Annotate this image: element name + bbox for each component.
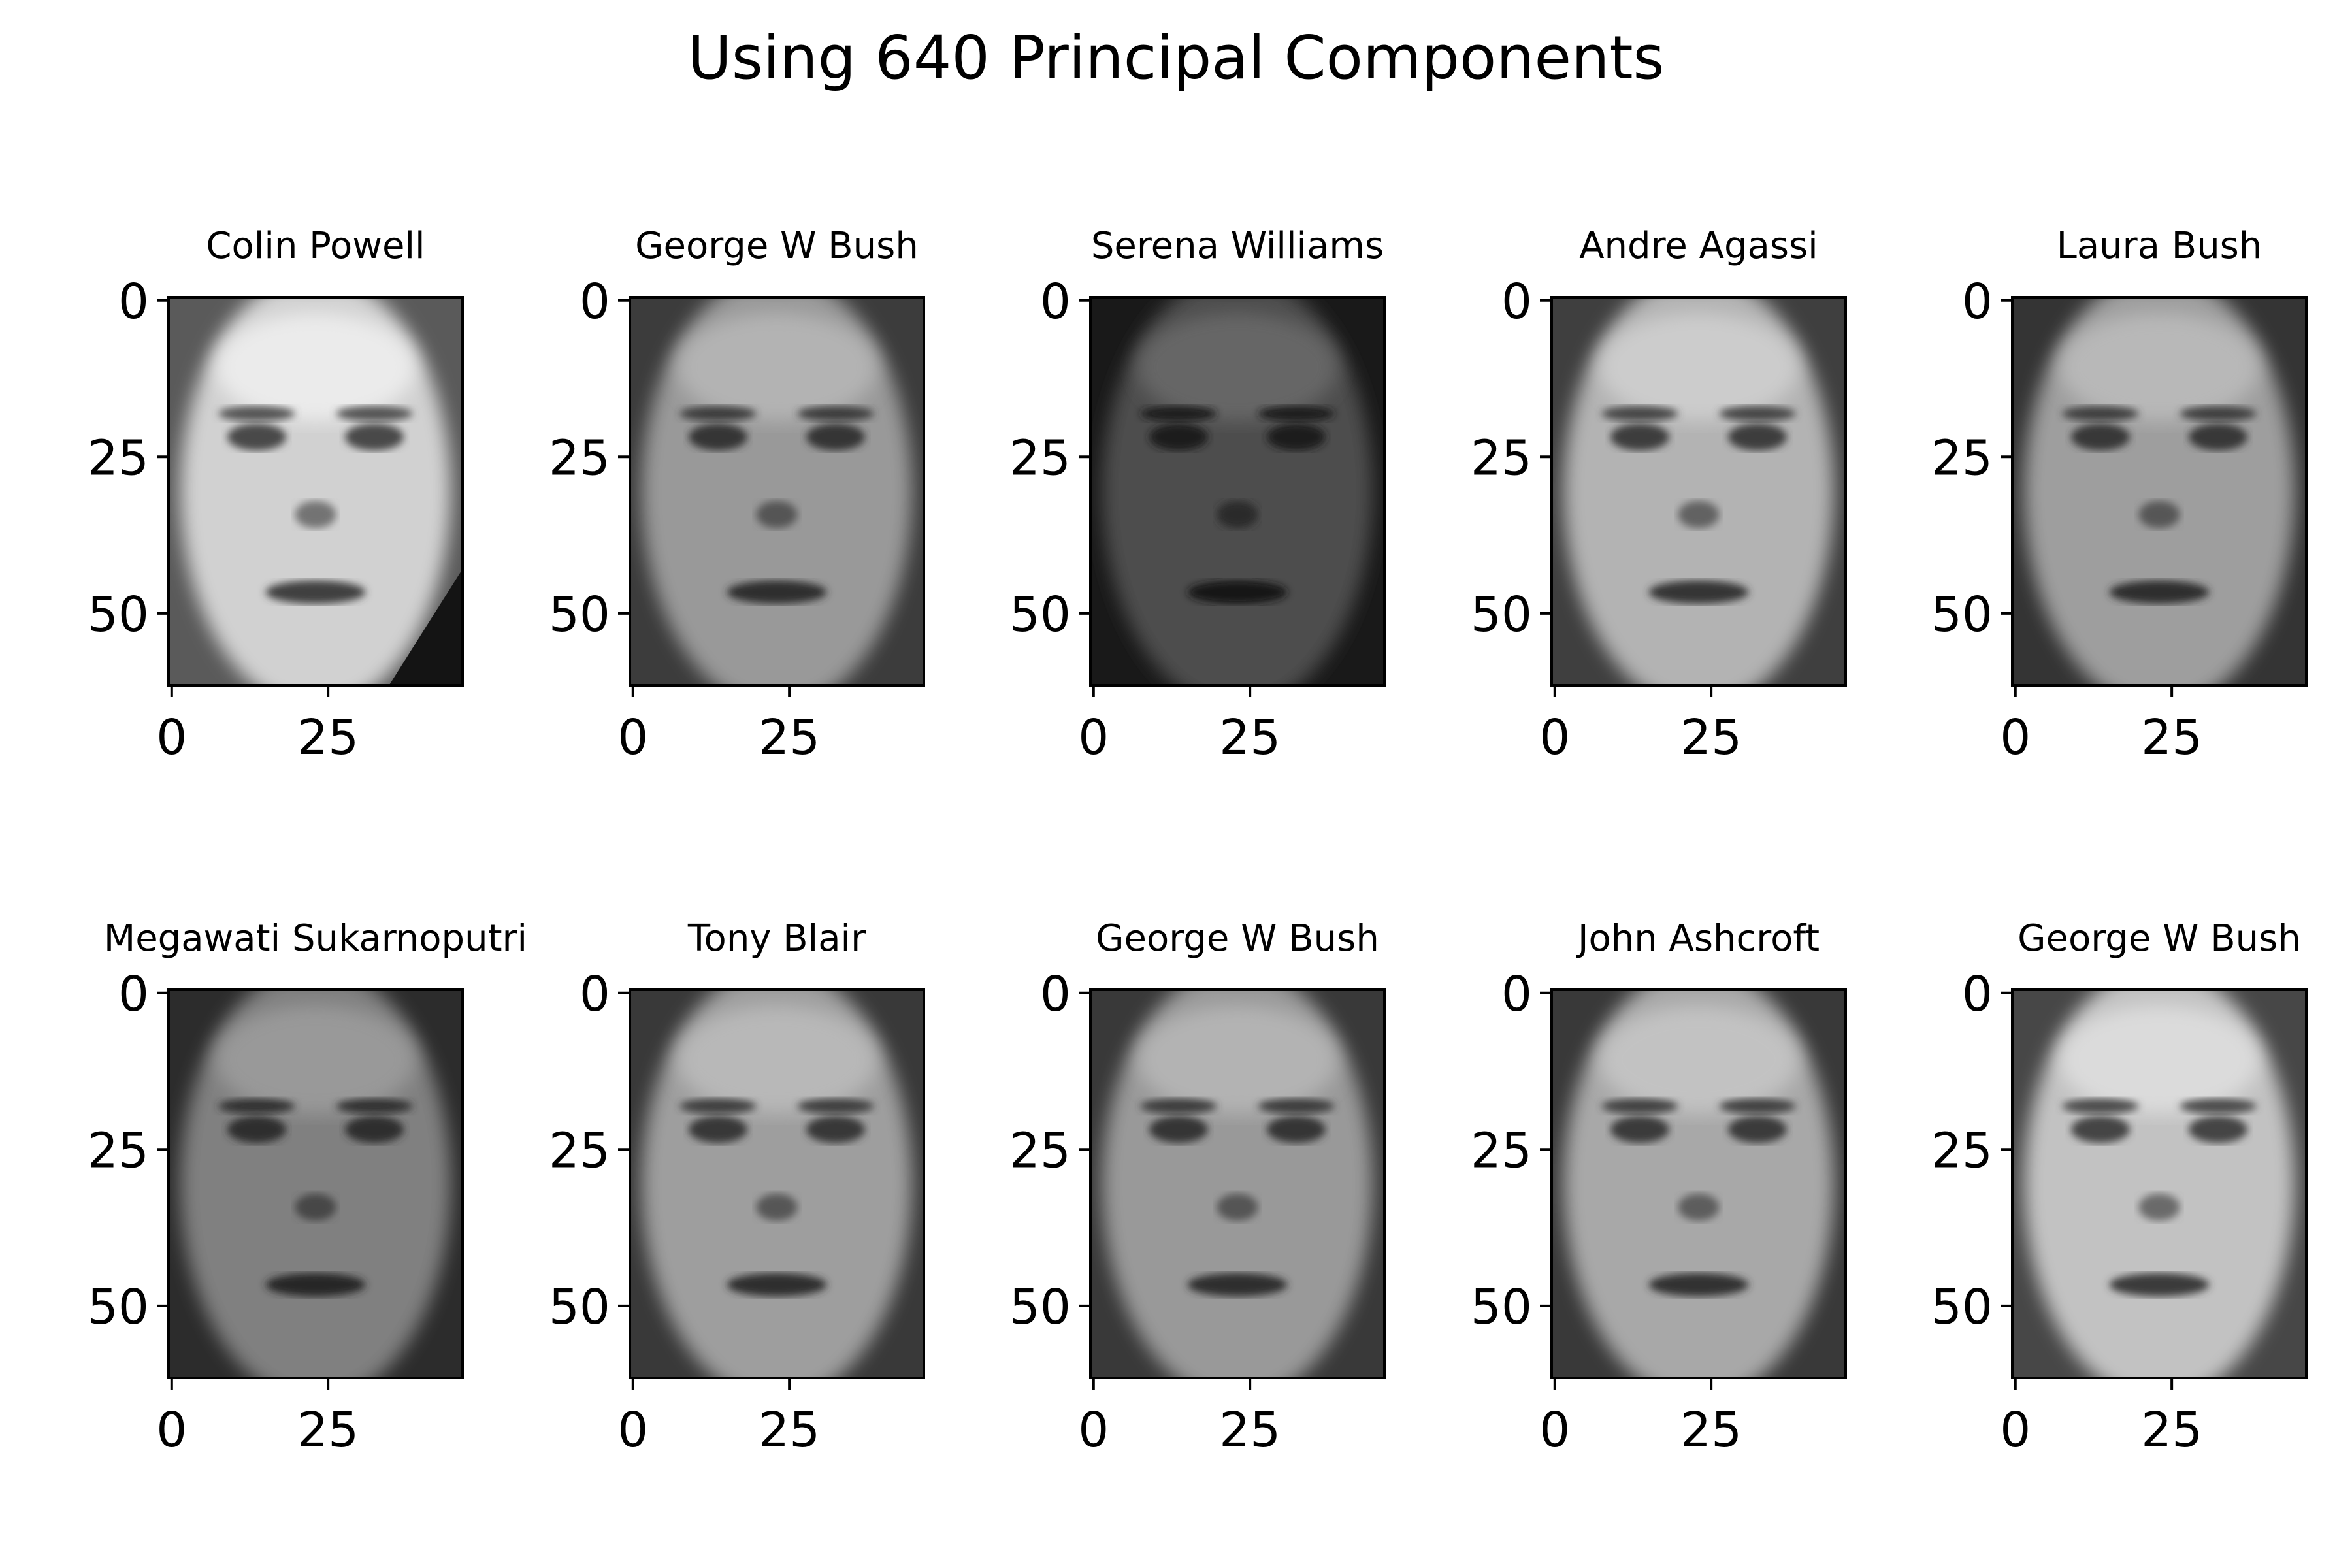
x-tick-label: 0 [617,710,648,766]
face-image [169,990,463,1378]
y-tick-label: 50 [1931,1279,1993,1335]
subplot-title: Megawati Sukarnoputri [104,917,527,960]
y-tick-label: 50 [88,587,149,643]
subplot: Laura Bush 0 25 50 0 25 [1931,225,2308,766]
figure-title: Using 640 Principal Components [688,23,1665,93]
axes-frame [167,296,464,687]
x-tick-label: 0 [156,710,187,766]
axes-frame [1089,296,1386,687]
y-tick-label: 50 [1471,1279,1532,1335]
x-tick-label: 0 [1078,1402,1109,1458]
x-tick-label: 25 [297,1402,359,1458]
y-tick-label: 25 [1009,1122,1071,1179]
y-tick-label: 50 [549,587,610,643]
axes-frame [629,988,925,1379]
y-tick-label: 50 [1931,587,1993,643]
y-tick-label: 25 [1931,430,1993,486]
subplot: Andre Agassi 0 25 50 0 25 [1471,225,1847,766]
x-tick-label: 25 [1219,1402,1281,1458]
subplot-title: George W Bush [1096,917,1379,960]
y-tick-label: 50 [1471,587,1532,643]
x-tick-label: 25 [1219,710,1281,766]
y-tick-label: 0 [1501,274,1532,330]
y-tick-label: 50 [549,1279,610,1335]
x-tick-label: 25 [759,1402,820,1458]
y-tick-label: 0 [1962,274,1993,330]
subplot-title: Colin Powell [206,225,425,267]
x-tick-label: 0 [1078,710,1109,766]
subplot: George W Bush 0 25 50 0 25 [549,225,925,766]
x-tick-label: 0 [156,1402,187,1458]
face-image [1552,297,1846,685]
subplot-title: George W Bush [635,225,919,267]
axes-frame [1089,988,1386,1379]
subplot-grid: Colin Powell 0 25 50 0 25 George W Bush 0 25 50 0 2… [88,225,2308,1458]
subplot-title: Andre Agassi [1579,225,1818,267]
y-tick-label: 25 [88,1122,149,1179]
y-tick-label: 25 [1471,430,1532,486]
x-tick-label: 25 [297,710,359,766]
y-tick-label: 0 [1501,966,1532,1022]
y-tick-label: 0 [118,274,149,330]
face-image [630,297,924,685]
axes-frame [1550,296,1847,687]
face-image [1552,990,1846,1378]
y-tick-label: 25 [1931,1122,1993,1179]
subplot: George W Bush 0 25 50 0 25 [1931,917,2308,1458]
y-tick-label: 0 [1962,966,1993,1022]
axes-frame [2011,296,2308,687]
face-image [1090,297,1384,685]
subplot: George W Bush 0 25 50 0 25 [1009,917,1386,1458]
subplot: Serena Williams 0 25 50 0 25 [1009,225,1386,766]
x-tick-label: 0 [1539,710,1570,766]
x-tick-label: 0 [1539,1402,1570,1458]
x-tick-label: 0 [2000,1402,2031,1458]
y-tick-label: 25 [88,430,149,486]
subplot-title: George W Bush [2017,917,2301,960]
y-tick-label: 0 [118,966,149,1022]
face-image [2012,990,2306,1378]
y-tick-label: 50 [1009,587,1071,643]
axes-frame [2011,988,2308,1379]
subplot: Tony Blair 0 25 50 0 25 [549,917,925,1458]
y-tick-label: 25 [1471,1122,1532,1179]
face-image [169,297,463,685]
axes-frame [629,296,925,687]
y-tick-label: 0 [580,274,610,330]
face-image [2012,297,2306,685]
y-tick-label: 50 [1009,1279,1071,1335]
subplot-title: Serena Williams [1091,225,1384,267]
x-tick-label: 0 [2000,710,2031,766]
face-image [1090,990,1384,1378]
y-tick-label: 0 [1040,966,1071,1022]
subplot-title: John Ashcroft [1576,917,1820,960]
axes-frame [167,988,464,1379]
y-tick-label: 0 [580,966,610,1022]
y-tick-label: 25 [549,430,610,486]
y-tick-label: 50 [88,1279,149,1335]
y-tick-label: 25 [1009,430,1071,486]
subplot: Colin Powell 0 25 50 0 25 [88,225,464,766]
subplot: Megawati Sukarnoputri 0 25 50 0 25 [88,917,527,1458]
x-tick-label: 0 [617,1402,648,1458]
axes-frame [1550,988,1847,1379]
y-tick-label: 25 [549,1122,610,1179]
subplot: John Ashcroft 0 25 50 0 25 [1471,917,1847,1458]
subplot-title: Tony Blair [687,917,866,960]
x-tick-label: 25 [759,710,820,766]
x-tick-label: 25 [2141,1402,2202,1458]
y-tick-label: 0 [1040,274,1071,330]
x-tick-label: 25 [1680,1402,1742,1458]
subplot-title: Laura Bush [2057,225,2262,267]
face-image [630,990,924,1378]
x-tick-label: 25 [1680,710,1742,766]
x-tick-label: 25 [2141,710,2202,766]
